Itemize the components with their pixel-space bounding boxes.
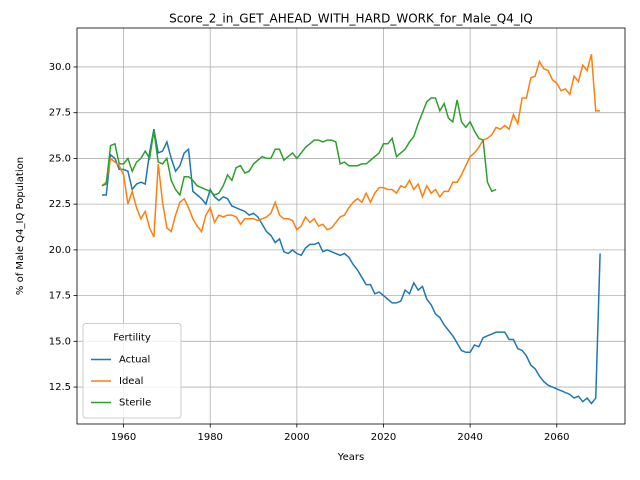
x-tick-label: 1980 (197, 432, 222, 443)
legend-label: Actual (119, 355, 150, 366)
legend: Fertility Actual Ideal Sterile (82, 323, 182, 419)
x-tick-label: 2040 (457, 432, 482, 443)
legend-label: Sterile (119, 398, 151, 409)
y-tick-label: 17.5 (49, 291, 71, 302)
plot-frame (76, 27, 626, 425)
y-tick-label: 22.5 (49, 199, 71, 210)
x-tick-label: 2020 (371, 432, 396, 443)
y-tick-label: 30.0 (49, 62, 71, 73)
y-tick-label: 27.5 (49, 108, 71, 119)
x-tick-label: 2060 (544, 432, 569, 443)
chart-title: Score_2_in_GET_AHEAD_WITH_HARD_WORK_for_… (169, 12, 533, 26)
y-tick-label: 15.0 (49, 336, 71, 347)
series-line (101, 97, 497, 197)
y-tick-label: 25.0 (49, 153, 71, 164)
series-line (101, 53, 601, 238)
y-tick-label: 12.5 (49, 382, 71, 393)
legend-label: Ideal (119, 376, 143, 387)
y-tick-label: 20.0 (49, 245, 71, 256)
legend-box (82, 323, 182, 419)
x-tick-label: 2000 (284, 432, 309, 443)
x-tick-label: 1960 (111, 432, 136, 443)
y-axis-label: % of Male Q4_IQ Population (15, 157, 26, 295)
x-axis-label: Years (337, 452, 364, 463)
series-line (101, 129, 601, 405)
legend-title: Fertility (113, 333, 151, 344)
